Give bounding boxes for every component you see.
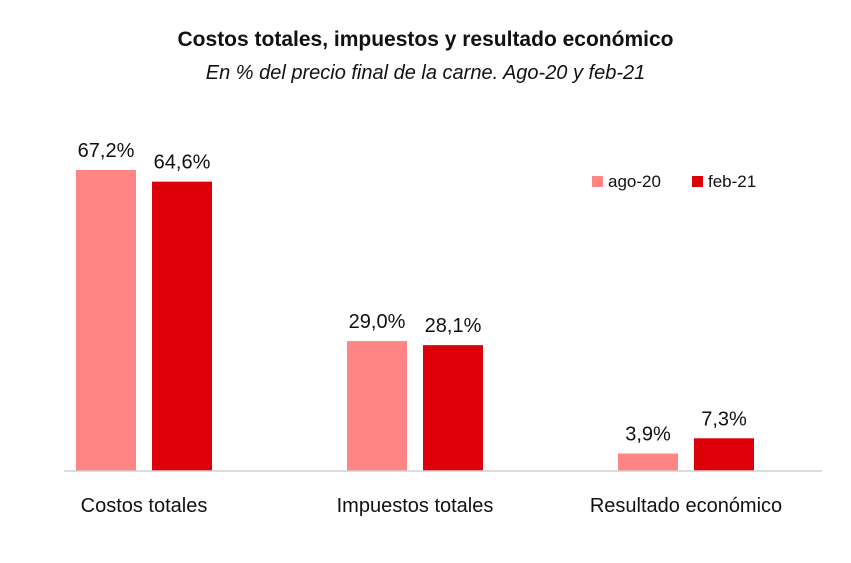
data-label-ago-20-0: 67,2% xyxy=(78,140,135,162)
category-label-2: Resultado económico xyxy=(590,495,782,517)
data-label-ago-20-2: 3,9% xyxy=(625,424,671,446)
legend-item-feb-21: feb-21 xyxy=(692,172,756,191)
data-label-feb-21-1: 28,1% xyxy=(425,315,482,337)
data-label-ago-20-1: 29,0% xyxy=(349,311,406,333)
category-label-1: Impuestos totales xyxy=(337,495,494,517)
legend-label-feb-21: feb-21 xyxy=(708,172,756,191)
legend-item-ago-20: ago-20 xyxy=(592,172,661,191)
category-label-0: Costos totales xyxy=(81,495,208,517)
data-label-feb-21-0: 64,6% xyxy=(154,152,211,174)
legend-swatch-ago-20 xyxy=(592,176,603,187)
chart-title: Costos totales, impuestos y resultado ec… xyxy=(177,28,674,51)
legend: ago-20 feb-21 xyxy=(592,172,756,191)
legend-label-ago-20: ago-20 xyxy=(608,172,661,191)
data-labels-group: 67,2% 64,6% 29,0% 28,1% 3,9% 7,3% xyxy=(78,140,747,446)
bar-feb-21-0 xyxy=(152,181,212,472)
bar-ago-20-2 xyxy=(618,453,678,471)
bar-ago-20-1 xyxy=(347,341,407,471)
data-label-feb-21-2: 7,3% xyxy=(701,408,747,430)
bar-feb-21-1 xyxy=(423,345,483,471)
chart-subtitle: En % del precio final de la carne. Ago-2… xyxy=(205,62,646,84)
category-labels-group: Costos totales Impuestos totales Resultado… xyxy=(81,495,783,517)
bars-group xyxy=(76,170,754,472)
bar-ago-20-0 xyxy=(76,170,136,471)
bar-feb-21-2 xyxy=(694,438,754,471)
legend-swatch-feb-21 xyxy=(692,176,703,187)
